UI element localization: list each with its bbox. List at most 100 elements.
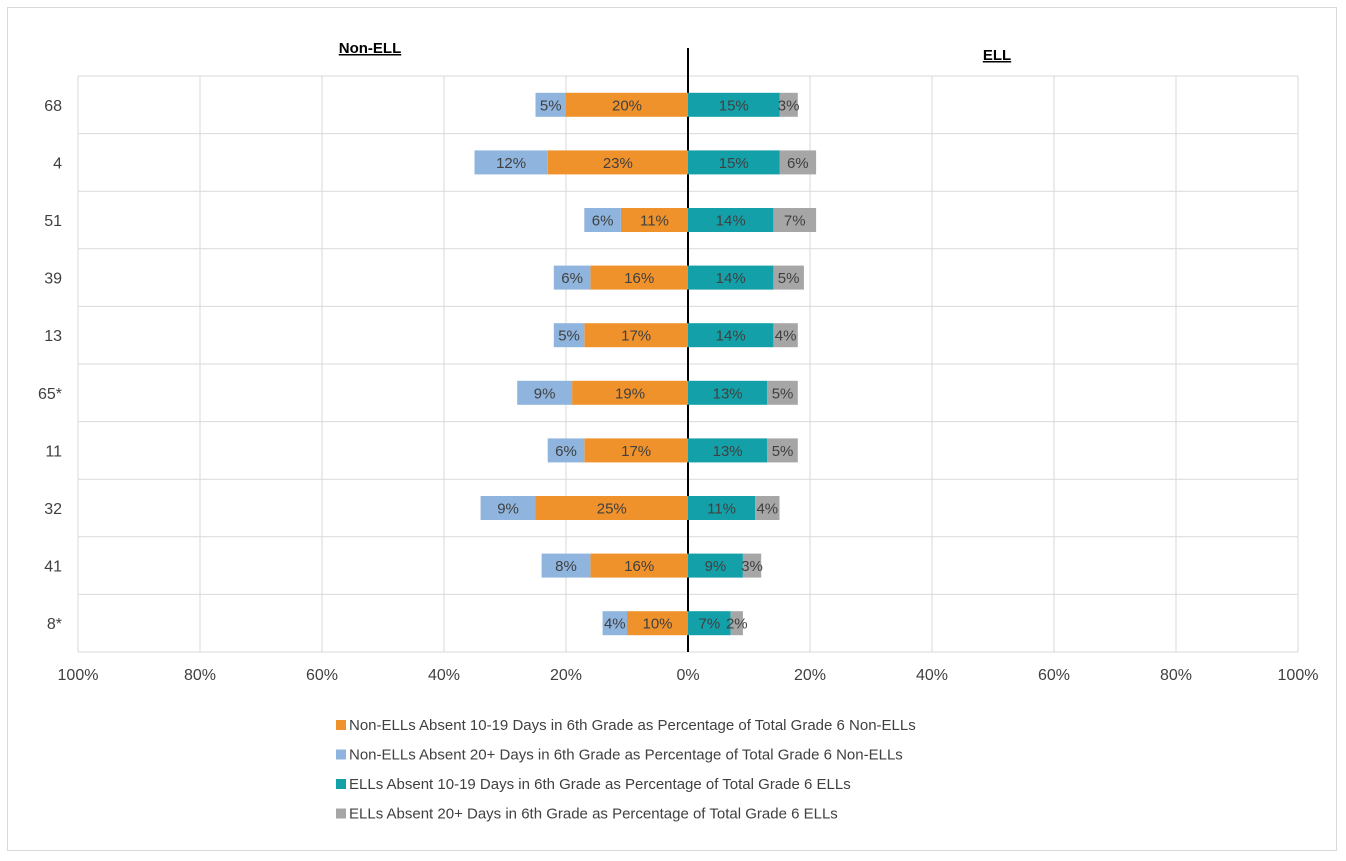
x-tick-label: 60%	[1038, 667, 1070, 684]
x-tick-label: 80%	[184, 667, 216, 684]
bar	[547, 438, 585, 463]
data-label: 4%	[775, 328, 797, 345]
x-tick-label: 60%	[306, 667, 338, 684]
bar	[688, 438, 768, 463]
bar	[773, 208, 817, 232]
bar	[688, 380, 768, 405]
data-label: 6%	[555, 443, 577, 460]
bar	[688, 208, 774, 232]
bar	[474, 150, 548, 175]
bar	[535, 92, 566, 117]
data-label: 7%	[784, 213, 806, 230]
x-tick-label: 40%	[916, 667, 948, 684]
bar	[480, 496, 536, 520]
data-label: 13%	[713, 443, 743, 460]
data-label: 23%	[603, 155, 633, 172]
bar	[767, 438, 798, 463]
data-label: 25%	[597, 501, 627, 518]
bar	[620, 208, 688, 232]
bar	[688, 150, 780, 175]
bar	[535, 496, 688, 520]
data-label: 17%	[621, 328, 651, 345]
x-tick-label: 100%	[1278, 667, 1319, 684]
data-label: 19%	[615, 385, 645, 402]
bar	[767, 380, 798, 405]
data-label: 15%	[719, 97, 749, 114]
data-label: 2%	[726, 616, 748, 633]
bar	[602, 611, 627, 636]
bar	[688, 611, 731, 636]
data-label: 6%	[561, 270, 583, 287]
category-label: 41	[44, 559, 62, 576]
bar	[553, 265, 591, 290]
bar	[688, 496, 756, 520]
bar	[773, 265, 804, 290]
labels: 100% 80% 60% 40% 20% 0% 20% 40% 60% 80% 100% 68 4 51 3…	[38, 97, 1318, 684]
data-label: 13%	[713, 385, 743, 402]
bar	[553, 323, 585, 348]
data-label: 12%	[496, 155, 526, 172]
legend-swatch	[336, 749, 346, 760]
legend-swatch	[336, 808, 346, 819]
category-label: 51	[44, 213, 62, 230]
bars	[474, 92, 817, 636]
bar	[730, 611, 743, 636]
bar	[688, 323, 774, 348]
legend-swatch	[336, 720, 346, 730]
data-label: 14%	[716, 270, 746, 287]
legend: Non-ELLs Absent 10-19 Days in 6th Grade …	[336, 717, 916, 823]
bar	[627, 611, 688, 636]
data-label: 4%	[604, 616, 626, 633]
bar	[688, 553, 743, 578]
data-label: 10%	[642, 616, 672, 633]
data-label: 15%	[719, 155, 749, 172]
data-label: 5%	[558, 328, 580, 345]
data-label: 20%	[612, 97, 642, 114]
category-label: 8*	[47, 616, 62, 633]
grid	[77, 48, 1299, 653]
category-label: 39	[44, 271, 62, 288]
bar	[547, 150, 688, 175]
bar	[572, 380, 688, 405]
x-tick-label: 0%	[676, 667, 699, 684]
category-label: 32	[44, 501, 62, 518]
bar	[779, 150, 817, 175]
data-label: 3%	[741, 558, 763, 575]
legend-entry: Non-ELLs Absent 10-19 Days in 6th Grade …	[349, 717, 916, 734]
bar	[779, 92, 798, 117]
bar	[688, 265, 774, 290]
data-label: 14%	[716, 213, 746, 230]
data-label: 17%	[621, 443, 651, 460]
data-label: 5%	[540, 97, 562, 114]
category-label: 13	[44, 328, 62, 345]
x-tick-label: 40%	[428, 667, 460, 684]
bar	[517, 380, 573, 405]
data-label: 11%	[707, 501, 736, 518]
bar	[773, 323, 798, 348]
data-label: 11%	[640, 213, 669, 230]
x-tick-label: 100%	[58, 667, 99, 684]
data-label: 6%	[592, 213, 614, 230]
data-label: 16%	[624, 270, 654, 287]
category-label: 4	[53, 155, 62, 172]
legend-entry: ELLs Absent 20+ Days in 6th Grade as Per…	[349, 806, 838, 823]
legend-entry: Non-ELLs Absent 20+ Days in 6th Grade as…	[349, 747, 903, 764]
legend-swatch	[336, 779, 346, 789]
category-label: 65*	[38, 386, 62, 403]
data-label: 6%	[787, 155, 809, 172]
bar	[584, 323, 688, 348]
data-label: 9%	[497, 501, 519, 518]
data-label: 16%	[624, 558, 654, 575]
data-label: 7%	[699, 616, 721, 633]
bar	[590, 265, 688, 290]
data-label: 8%	[555, 558, 577, 575]
x-tick-label: 20%	[550, 667, 582, 684]
bar	[688, 92, 780, 117]
category-label: 68	[44, 98, 62, 115]
header-ell: ELL	[983, 47, 1011, 64]
bar	[742, 553, 762, 578]
chart-frame	[7, 7, 1337, 851]
bar	[584, 208, 621, 232]
data-label: 9%	[534, 385, 556, 402]
